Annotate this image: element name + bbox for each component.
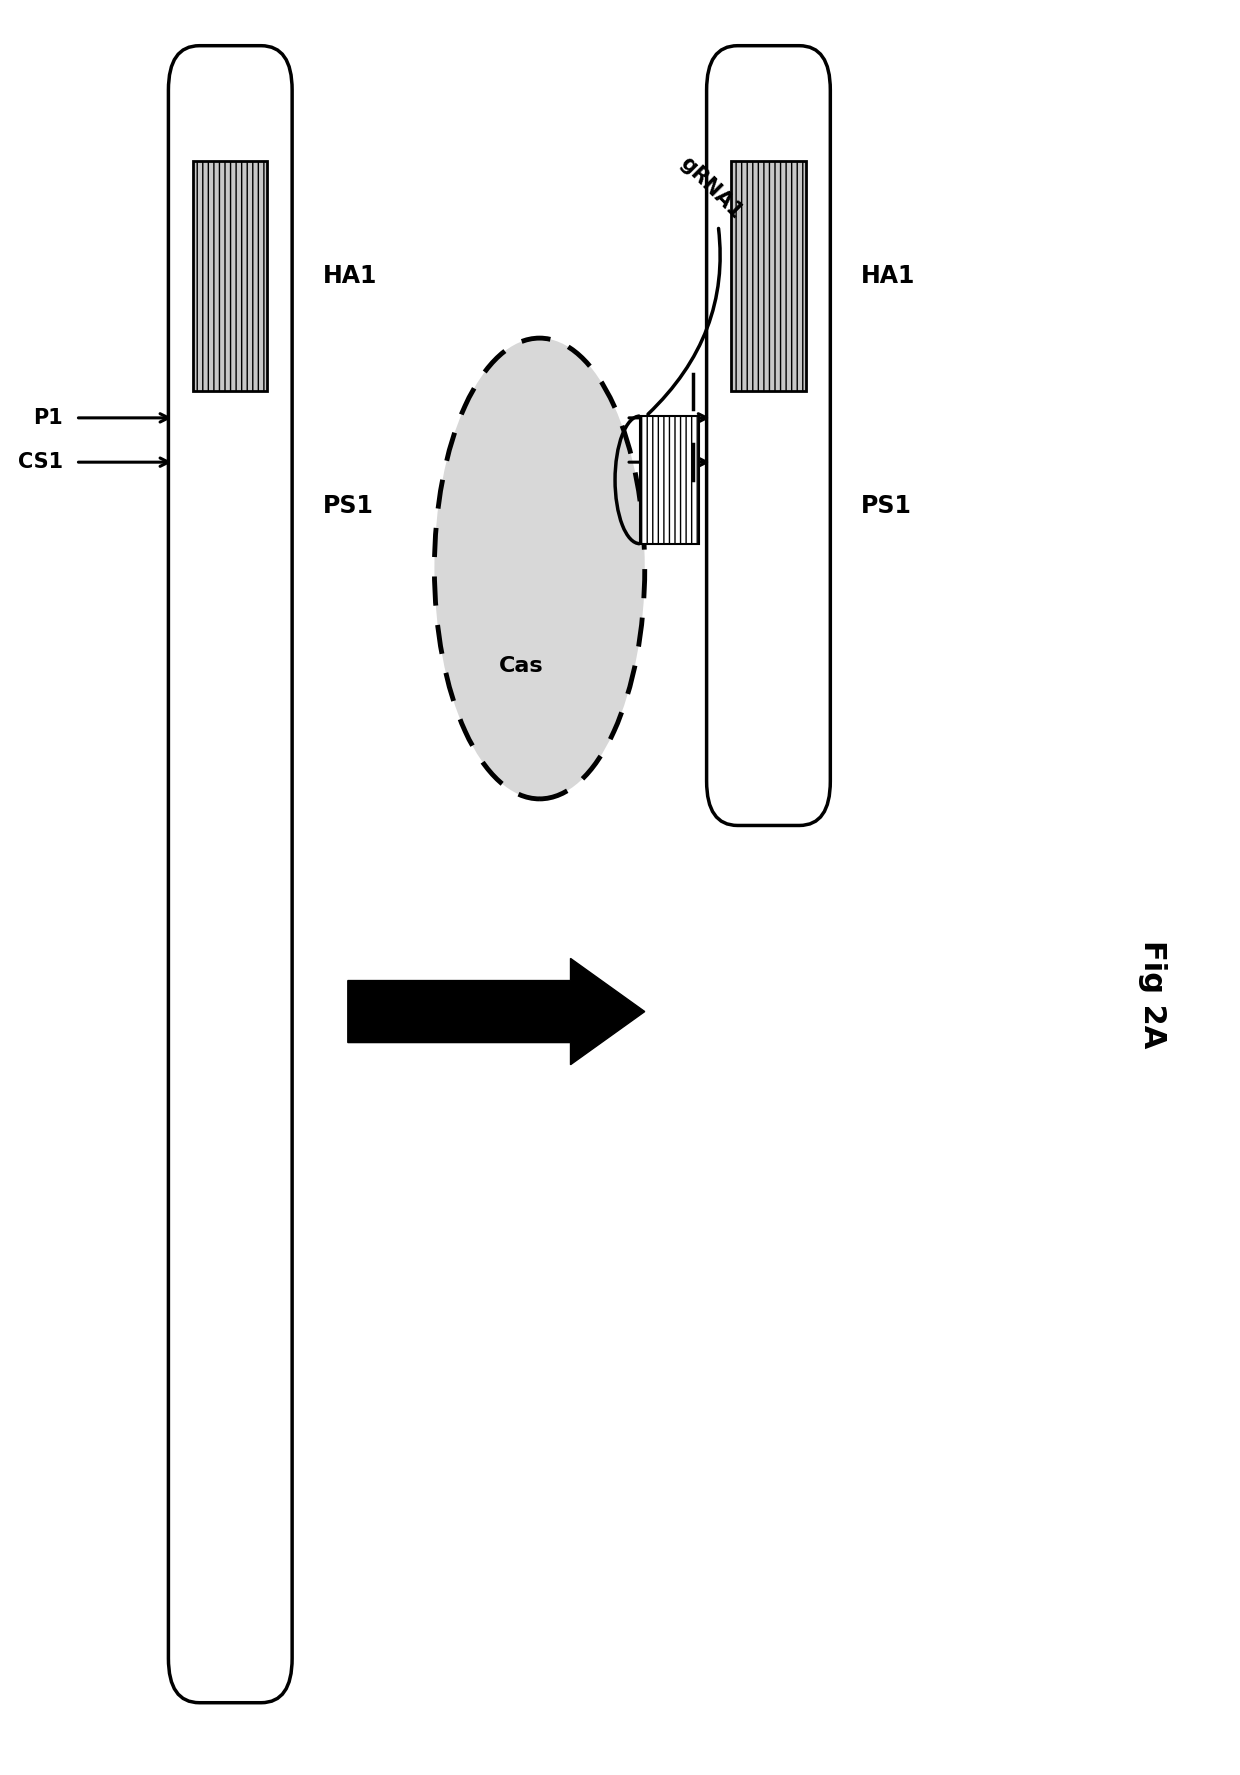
- Text: CS1: CS1: [19, 453, 63, 472]
- Text: HA1: HA1: [862, 264, 915, 288]
- FancyBboxPatch shape: [169, 46, 293, 1702]
- FancyBboxPatch shape: [707, 46, 831, 825]
- Text: P1: P1: [33, 408, 63, 428]
- Text: PS1: PS1: [324, 495, 374, 518]
- Bar: [193, 162, 268, 390]
- Text: PS1: PS1: [862, 495, 913, 518]
- Bar: [640, 415, 699, 543]
- Bar: [732, 162, 806, 390]
- Polygon shape: [347, 959, 645, 1065]
- Ellipse shape: [434, 337, 645, 799]
- Text: HA1: HA1: [324, 264, 377, 288]
- Text: gRNA1: gRNA1: [649, 153, 745, 414]
- Text: Cas: Cas: [498, 657, 543, 676]
- Text: Fig 2A: Fig 2A: [1137, 939, 1167, 1047]
